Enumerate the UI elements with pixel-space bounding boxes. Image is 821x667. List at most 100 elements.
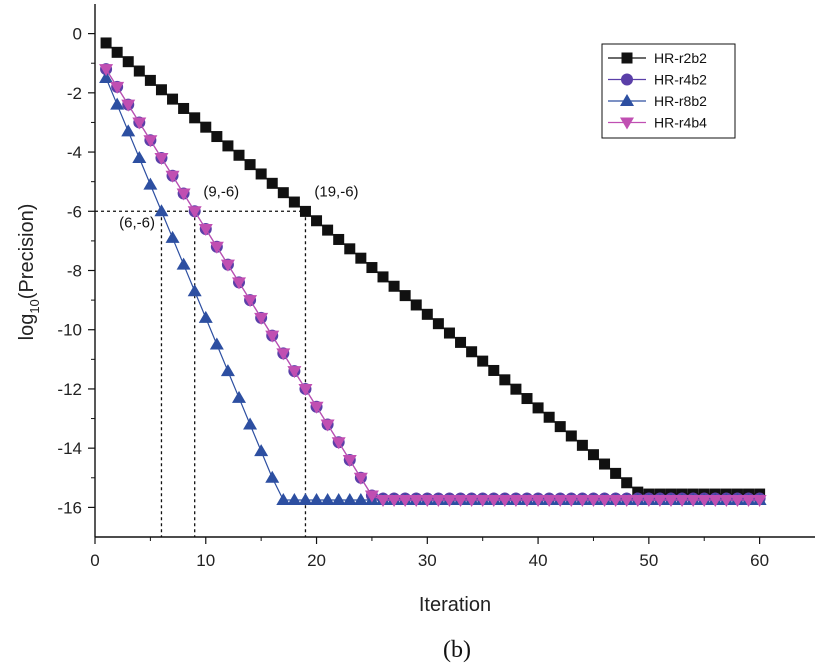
data-point-hr-r4b4 — [619, 494, 634, 507]
y-axis-title-main: log — [16, 314, 38, 341]
data-point-hr-r4b4 — [209, 241, 224, 254]
data-point-hr-r4b4 — [198, 224, 213, 237]
data-point-hr-r4b4 — [442, 494, 457, 507]
data-point-hr-r2b2 — [510, 383, 522, 395]
data-point-hr-r2b2 — [521, 393, 533, 405]
data-point-hr-r2b2 — [322, 224, 334, 236]
data-point-hr-r8b2 — [220, 364, 235, 377]
data-point-hr-r2b2 — [344, 243, 356, 255]
y-tick-label: -6 — [67, 202, 82, 221]
legend-item: HR-r8b2 — [608, 93, 707, 109]
legend-item: HR-r4b2 — [608, 72, 707, 88]
data-point-hr-r8b2 — [110, 97, 125, 110]
data-point-hr-r8b2 — [353, 492, 368, 505]
data-point-hr-r4b4 — [320, 419, 335, 432]
data-point-hr-r2b2 — [333, 233, 345, 245]
x-tick-label: 0 — [90, 551, 99, 570]
x-tick-label: 10 — [196, 551, 215, 570]
data-point-hr-r8b2 — [121, 124, 136, 137]
data-point-hr-r8b2 — [254, 444, 269, 457]
y-tick-label: -4 — [67, 143, 82, 162]
data-point-hr-r2b2 — [167, 93, 179, 105]
y-tick-label: -8 — [67, 262, 82, 281]
data-point-hr-r2b2 — [632, 486, 644, 498]
data-point-hr-r4b4 — [121, 99, 136, 112]
data-point-hr-r4b4 — [708, 494, 723, 507]
data-point-hr-r2b2 — [100, 37, 112, 49]
legend-item: HR-r2b2 — [608, 50, 707, 66]
data-point-hr-r2b2 — [421, 308, 433, 320]
data-point-hr-r4b4 — [409, 494, 424, 507]
data-point-hr-r2b2 — [355, 252, 367, 264]
data-point-hr-r4b4 — [110, 81, 125, 94]
data-point-hr-r2b2 — [255, 168, 267, 180]
legend-item: HR-r4b4 — [608, 115, 707, 131]
figure-caption: (b) — [443, 637, 471, 663]
data-point-hr-r8b2 — [232, 390, 246, 403]
data-point-hr-r4b4 — [309, 401, 324, 414]
data-point-hr-r4b4 — [420, 494, 435, 507]
data-point-hr-r4b4 — [752, 494, 767, 507]
annotations: (6,-6) (9,-6) (19,-6) — [119, 183, 358, 231]
data-point-hr-r8b2 — [209, 337, 224, 350]
data-point-hr-r4b4 — [165, 170, 180, 183]
data-point-hr-r8b2 — [176, 257, 191, 270]
data-point-hr-r2b2 — [466, 346, 478, 358]
data-point-hr-r4b4 — [364, 490, 379, 503]
data-point-hr-r2b2 — [532, 402, 544, 414]
legend-label: HR-r4b4 — [654, 115, 707, 131]
axes: 0 10 20 30 40 50 60 0 -2 -4 -6 -8 -10 -12 -14 -16 — [57, 4, 815, 570]
data-point-hr-r4b4 — [652, 494, 667, 507]
legend-label: HR-r4b2 — [654, 72, 707, 88]
data-point-hr-r4b4 — [287, 366, 302, 379]
legend-label: HR-r8b2 — [654, 93, 707, 109]
data-point-hr-r2b2 — [133, 65, 145, 77]
data-point-hr-r2b2 — [111, 46, 123, 58]
data-point-hr-r4b4 — [353, 472, 368, 485]
data-point-hr-r8b2 — [287, 492, 302, 505]
annotation-label: (6,-6) — [119, 215, 155, 232]
series-hr-r4b4 — [99, 64, 767, 507]
data-point-hr-r2b2 — [587, 449, 599, 461]
data-point-hr-r4b4 — [520, 494, 534, 507]
data-point-hr-r8b2 — [165, 230, 180, 243]
data-point-hr-r2b2 — [288, 196, 300, 208]
y-tick-label: -16 — [57, 498, 82, 517]
data-point-hr-r8b2 — [243, 417, 258, 430]
legend-marker — [621, 52, 633, 64]
data-point-hr-r2b2 — [554, 421, 566, 433]
data-point-hr-r2b2 — [155, 84, 167, 96]
data-point-hr-r4b4 — [497, 494, 512, 507]
legend-marker — [621, 73, 633, 86]
data-point-hr-r8b2 — [143, 177, 158, 190]
data-point-hr-r2b2 — [366, 262, 378, 274]
data-point-hr-r4b4 — [475, 494, 490, 507]
data-point-hr-r4b4 — [697, 494, 712, 507]
data-point-hr-r2b2 — [565, 430, 577, 442]
data-point-hr-r8b2 — [309, 492, 324, 505]
data-point-hr-r4b4 — [143, 135, 158, 148]
data-point-hr-r4b4 — [187, 206, 202, 219]
y-tick-label: -14 — [57, 439, 82, 458]
data-point-hr-r4b4 — [176, 188, 191, 201]
data-point-hr-r2b2 — [543, 411, 555, 423]
data-point-hr-r2b2 — [388, 280, 400, 292]
data-point-hr-r4b4 — [508, 494, 523, 507]
x-tick-label: 50 — [639, 551, 658, 570]
series-line-hr-r8b2 — [105, 77, 760, 501]
data-point-hr-r4b4 — [265, 330, 280, 343]
data-point-hr-r2b2 — [488, 364, 500, 376]
x-axis-title: Iteration — [419, 594, 491, 616]
data-point-hr-r2b2 — [233, 149, 245, 161]
data-point-hr-r8b2 — [265, 470, 280, 483]
x-tick-label: 60 — [750, 551, 769, 570]
data-point-hr-r2b2 — [178, 102, 190, 114]
legend-marker — [620, 117, 634, 130]
data-point-hr-r2b2 — [443, 327, 455, 339]
data-point-hr-r2b2 — [599, 458, 611, 470]
data-point-hr-r4b4 — [376, 494, 390, 507]
y-tick-label: -12 — [57, 380, 82, 399]
data-point-hr-r4b4 — [664, 494, 678, 507]
data-point-hr-r2b2 — [576, 439, 588, 451]
